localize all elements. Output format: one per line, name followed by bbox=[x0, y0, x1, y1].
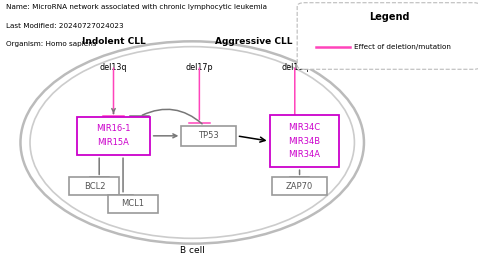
FancyBboxPatch shape bbox=[297, 3, 480, 69]
Text: MIR34C: MIR34C bbox=[288, 123, 320, 132]
Text: del17p: del17p bbox=[186, 63, 213, 72]
Text: MCL1: MCL1 bbox=[121, 199, 144, 208]
FancyBboxPatch shape bbox=[76, 116, 150, 155]
Text: ZAP70: ZAP70 bbox=[286, 182, 313, 191]
Text: Name: MicroRNA network associated with chronic lymphocytic leukemia: Name: MicroRNA network associated with c… bbox=[6, 4, 267, 10]
Text: MIR15A: MIR15A bbox=[97, 138, 130, 147]
Text: Indolent CLL: Indolent CLL bbox=[82, 37, 145, 46]
Text: MIR34B: MIR34B bbox=[288, 137, 320, 146]
Text: B cell: B cell bbox=[180, 246, 204, 255]
FancyBboxPatch shape bbox=[272, 177, 327, 196]
FancyBboxPatch shape bbox=[270, 115, 339, 167]
Text: MIR16-1: MIR16-1 bbox=[96, 124, 131, 133]
FancyBboxPatch shape bbox=[108, 195, 157, 213]
FancyBboxPatch shape bbox=[70, 177, 120, 196]
Text: Last Modified: 20240727024023: Last Modified: 20240727024023 bbox=[6, 23, 124, 29]
Text: Aggressive CLL: Aggressive CLL bbox=[216, 37, 293, 46]
Text: Legend: Legend bbox=[369, 12, 409, 22]
Ellipse shape bbox=[21, 41, 364, 244]
Text: del11q: del11q bbox=[281, 63, 309, 72]
Text: Organism: Homo sapiens: Organism: Homo sapiens bbox=[6, 41, 96, 47]
FancyBboxPatch shape bbox=[181, 126, 236, 146]
Text: TP53: TP53 bbox=[199, 131, 219, 140]
Text: del13q: del13q bbox=[100, 63, 127, 72]
Text: BCL2: BCL2 bbox=[84, 182, 105, 191]
Text: MIR34A: MIR34A bbox=[288, 150, 320, 160]
Text: Effect of deletion/mutation: Effect of deletion/mutation bbox=[354, 44, 451, 50]
